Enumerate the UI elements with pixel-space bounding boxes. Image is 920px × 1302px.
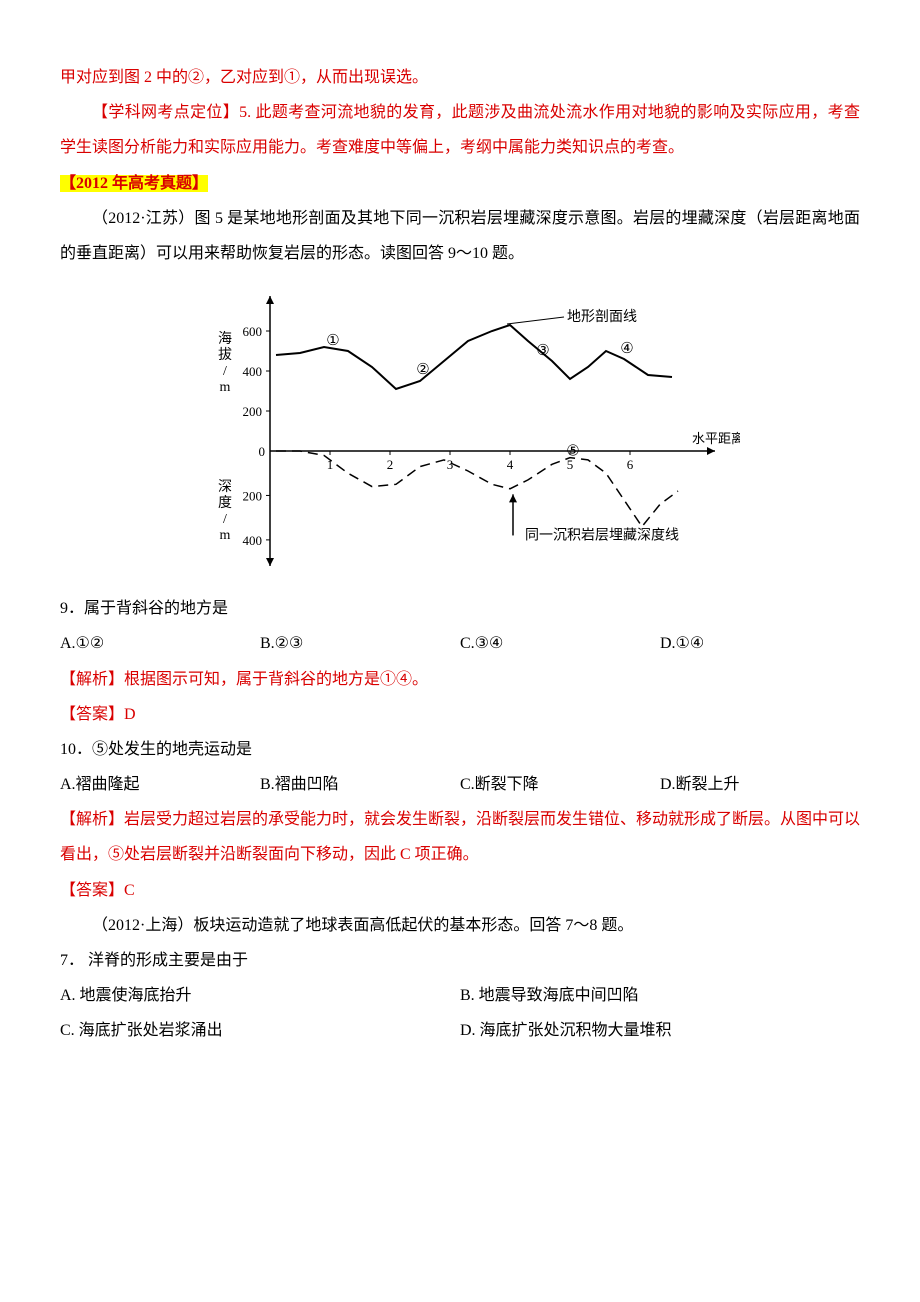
q7-opt-c: C. 海底扩张处岩浆涌出 [60, 1013, 460, 1048]
svg-text:度: 度 [218, 495, 232, 511]
q7-opt-a: A. 地震使海底抬升 [60, 978, 460, 1013]
year-header: 【2012 年高考真题】 [60, 166, 860, 201]
jiangsu-context: （2012·江苏）图 5 是某地地形剖面及其地下同一沉积岩层埋藏深度示意图。岩层… [60, 201, 860, 271]
q7-opt-b: B. 地震导致海底中间凹陷 [460, 978, 860, 1013]
q10-opt-b: B.褶曲凹陷 [260, 767, 460, 802]
svg-text:0: 0 [259, 444, 266, 459]
q9-answer: 【答案】D [60, 697, 860, 732]
svg-text:水平距离/km: 水平距离/km [692, 431, 740, 446]
q10-opt-a: A.褶曲隆起 [60, 767, 260, 802]
q7-options-row2: C. 海底扩张处岩浆涌出 D. 海底扩张处沉积物大量堆积 [60, 1013, 860, 1048]
intro-line: 甲对应到图 2 中的②，乙对应到①，从而出现误选。 [60, 60, 860, 95]
svg-text:海: 海 [218, 331, 232, 347]
svg-text:/: / [223, 364, 227, 379]
svg-text:200: 200 [243, 489, 263, 504]
svg-text:同一沉积岩层埋藏深度线: 同一沉积岩层埋藏深度线 [525, 528, 679, 544]
q9-opt-c: C.③④ [460, 626, 660, 661]
svg-text:④: ④ [620, 341, 633, 357]
svg-text:①: ① [326, 333, 339, 349]
kepoint-label: 【学科网考点定位】5. [92, 104, 251, 121]
svg-text:m: m [220, 380, 231, 395]
shanghai-context: （2012·上海）板块运动造就了地球表面高低起伏的基本形态。回答 7～8 题。 [60, 908, 860, 943]
q10-explain: 【解析】岩层受力超过岩层的承受能力时，就会发生断裂，沿断裂层而发生错位、移动就形… [60, 802, 860, 872]
chart-container: 0200400600200400123456海拔/m深度/m水平距离/km①②③… [60, 281, 860, 581]
svg-text:m: m [220, 528, 231, 543]
q7-options-row1: A. 地震使海底抬升 B. 地震导致海底中间凹陷 [60, 978, 860, 1013]
svg-text:400: 400 [243, 364, 263, 379]
q7-stem: 7． 洋脊的形成主要是由于 [60, 943, 860, 978]
kepoint-para: 【学科网考点定位】5. 此题考查河流地貌的发育，此题涉及曲流处流水作用对地貌的影… [60, 95, 860, 165]
svg-text:/: / [223, 512, 227, 527]
q10-opt-c: C.断裂下降 [460, 767, 660, 802]
q9-opt-a: A.①② [60, 626, 260, 661]
q9-opt-d: D.①④ [660, 626, 860, 661]
q9-stem: 9．属于背斜谷的地方是 [60, 591, 860, 626]
q10-answer: 【答案】C [60, 873, 860, 908]
svg-text:2: 2 [387, 457, 394, 472]
q9-options: A.①② B.②③ C.③④ D.①④ [60, 626, 860, 661]
q7-opt-d: D. 海底扩张处沉积物大量堆积 [460, 1013, 860, 1048]
q9-explain: 【解析】根据图示可知，属于背斜谷的地方是①④。 [60, 662, 860, 697]
q10-stem: 10．⑤处发生的地壳运动是 [60, 732, 860, 767]
chart-svg: 0200400600200400123456海拔/m深度/m水平距离/km①②③… [180, 281, 740, 581]
svg-text:深: 深 [218, 479, 232, 495]
svg-text:400: 400 [243, 533, 263, 548]
svg-text:地形剖面线: 地形剖面线 [567, 309, 637, 325]
svg-text:⑤: ⑤ [566, 444, 579, 460]
svg-text:600: 600 [243, 324, 263, 339]
svg-text:②: ② [416, 362, 429, 378]
q10-opt-d: D.断裂上升 [660, 767, 860, 802]
q9-opt-b: B.②③ [260, 626, 460, 661]
svg-text:200: 200 [243, 404, 263, 419]
svg-text:拔: 拔 [218, 347, 232, 363]
svg-text:6: 6 [627, 457, 634, 472]
svg-text:4: 4 [507, 457, 514, 472]
svg-text:③: ③ [536, 343, 549, 359]
q10-options: A.褶曲隆起 B.褶曲凹陷 C.断裂下降 D.断裂上升 [60, 767, 860, 802]
year-header-text: 【2012 年高考真题】 [60, 175, 208, 192]
